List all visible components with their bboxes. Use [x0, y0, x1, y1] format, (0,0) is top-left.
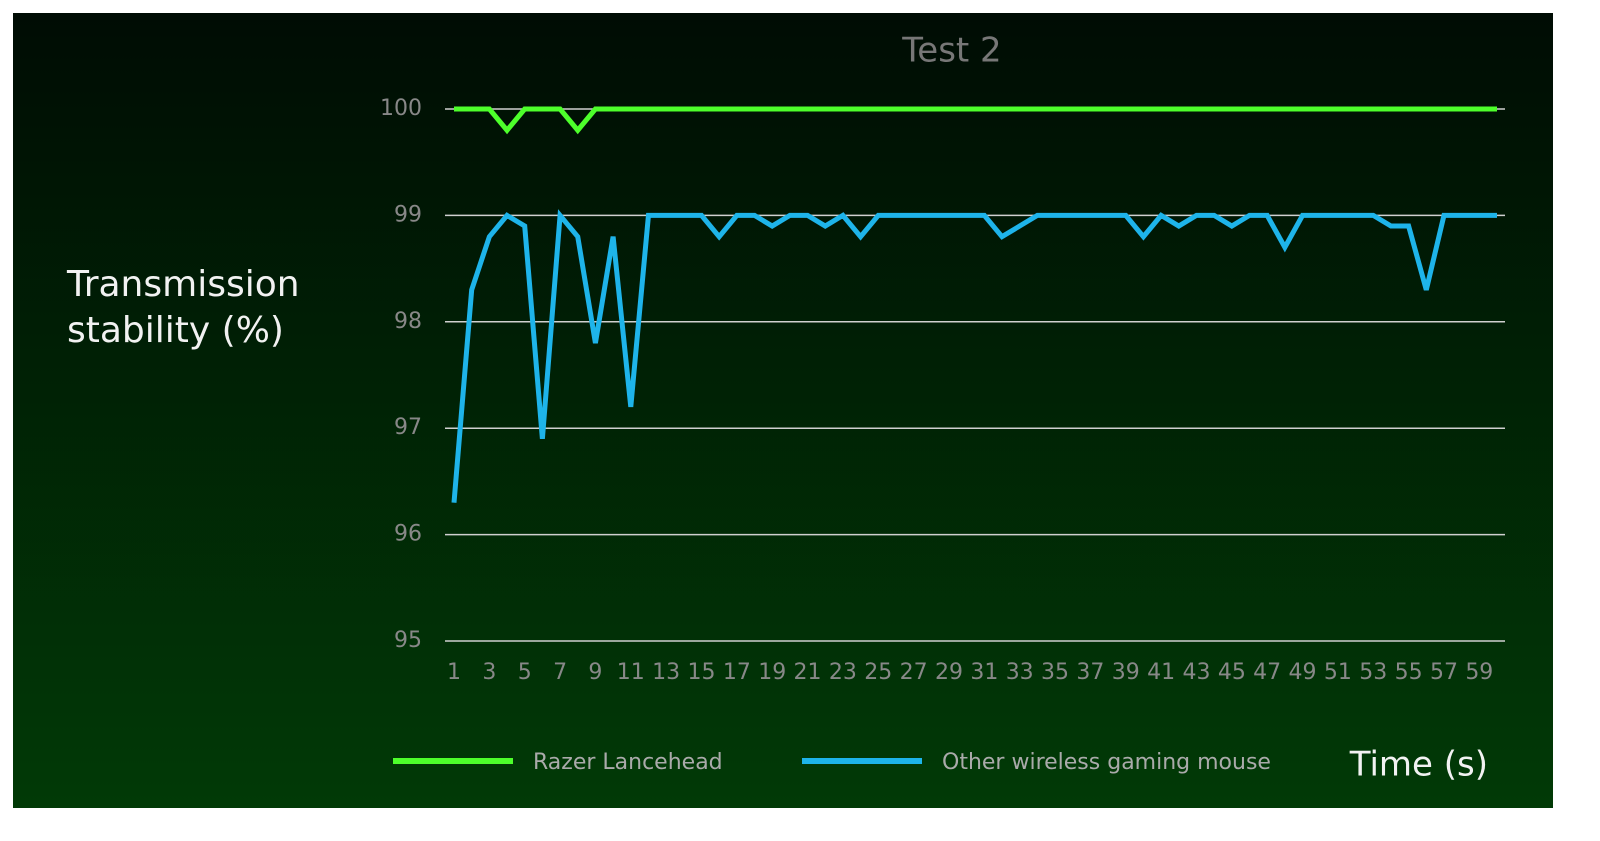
- x-tick-label: 53: [1359, 660, 1387, 685]
- series-line: [454, 106, 1497, 135]
- y-axis-label: Transmission stability (%): [67, 264, 300, 351]
- x-axis-label: Time (s): [1349, 745, 1488, 785]
- x-tick-label: 25: [864, 660, 892, 685]
- x-tick-label: 49: [1289, 660, 1317, 685]
- y-tick-label: 95: [394, 628, 422, 653]
- x-tick-label: 55: [1395, 660, 1423, 685]
- x-tick-label: 47: [1253, 660, 1281, 685]
- y-tick-label: 96: [394, 522, 422, 547]
- x-tick-label: 1: [447, 660, 461, 685]
- x-tick-label: 27: [900, 660, 928, 685]
- chart-title: Test 2: [901, 31, 1001, 71]
- x-tick-label: 5: [518, 660, 532, 685]
- x-tick-label: 41: [1147, 660, 1175, 685]
- x-tick-label: 3: [482, 660, 496, 685]
- x-tick-label: 57: [1430, 660, 1458, 685]
- x-tick-label: 11: [617, 660, 645, 685]
- x-tick-label: 43: [1182, 660, 1210, 685]
- x-tick-label: 17: [723, 660, 751, 685]
- x-tick-label: 23: [829, 660, 857, 685]
- y-tick-label: 97: [394, 415, 422, 440]
- x-tick-label: 35: [1041, 660, 1069, 685]
- x-tick-label: 33: [1006, 660, 1034, 685]
- x-tick-label: 45: [1218, 660, 1246, 685]
- x-tick-label: 29: [935, 660, 963, 685]
- x-tick-label: 31: [970, 660, 998, 685]
- x-tick-label: 9: [588, 660, 602, 685]
- x-tick-label: 7: [553, 660, 567, 685]
- x-tick-label: 21: [794, 660, 822, 685]
- x-tick-label: 15: [687, 660, 715, 685]
- legend-label: Other wireless gaming mouse: [942, 750, 1271, 775]
- x-tick-label: 51: [1324, 660, 1352, 685]
- chart-panel: [13, 13, 1553, 808]
- x-tick-label: 39: [1112, 660, 1140, 685]
- y-tick-label: 99: [394, 202, 422, 227]
- y-tick-label: 100: [380, 96, 422, 121]
- legend-label: Razer Lancehead: [533, 750, 723, 775]
- x-tick-label: 19: [758, 660, 786, 685]
- x-tick-label: 13: [652, 660, 680, 685]
- x-tick-label: 37: [1076, 660, 1104, 685]
- y-tick-label: 98: [394, 309, 422, 334]
- x-tick-label: 59: [1465, 660, 1493, 685]
- series-line: [451, 209, 1497, 503]
